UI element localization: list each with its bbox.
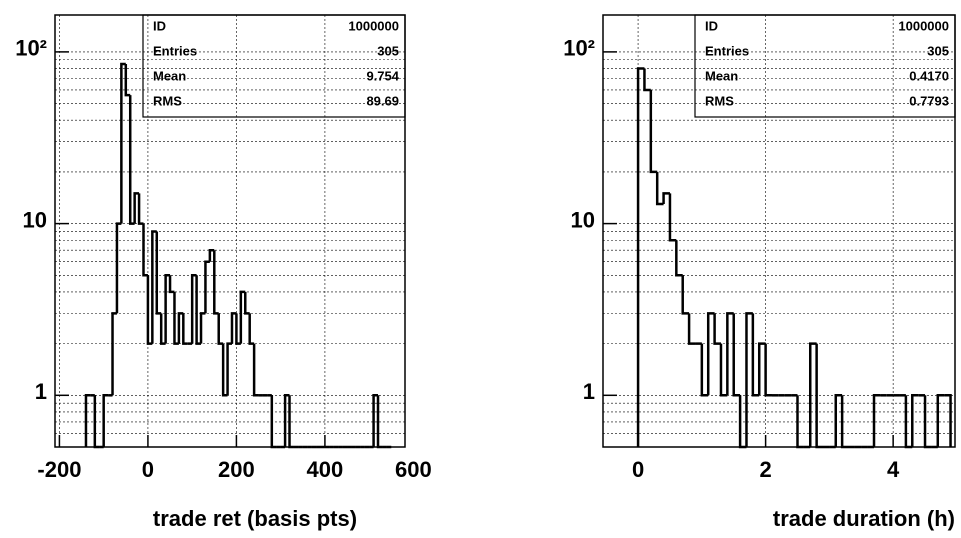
- y-tick-label: 10: [23, 207, 47, 232]
- histogram-bin: [230, 312, 237, 344]
- histogram-bin: [84, 394, 91, 447]
- y-tick-label: 10²: [15, 36, 47, 61]
- x-tick-label: 0: [142, 457, 154, 482]
- y-tick-label: 1: [583, 379, 595, 404]
- histogram-bin: [182, 313, 188, 345]
- stat-label: ID: [153, 18, 166, 33]
- histogram-bin: [936, 394, 945, 447]
- histogram-bin: [764, 343, 772, 397]
- histogram-bin: [146, 275, 153, 345]
- x-axis-title: trade duration (h): [773, 506, 955, 531]
- stat-value: 305: [927, 43, 949, 58]
- histogram-bin: [911, 394, 919, 447]
- stat-label: RMS: [705, 93, 734, 108]
- histogram-bin: [155, 231, 162, 315]
- histogram-bin: [283, 394, 290, 447]
- x-tick-label: 600: [395, 457, 432, 482]
- stat-label: Mean: [705, 68, 738, 83]
- histogram-bin: [713, 313, 721, 345]
- histogram-bin: [190, 274, 197, 344]
- histogram-bin: [168, 275, 175, 294]
- histogram-bin: [199, 312, 206, 344]
- stats-box: [142, 14, 406, 118]
- histogram-bin: [239, 290, 246, 344]
- histogram-bin: [944, 394, 952, 447]
- stat-value: 0.4170: [909, 68, 949, 83]
- x-tick-label: 0: [632, 457, 644, 482]
- histogram-bin: [726, 312, 734, 396]
- histogram-bin: [173, 291, 179, 345]
- histogram-bin: [159, 313, 166, 345]
- histogram-bin: [120, 62, 126, 224]
- histogram-bin: [751, 313, 760, 397]
- histogram-bin: [706, 312, 715, 396]
- histogram-bin: [133, 192, 140, 224]
- y-tick-label: 1: [35, 379, 47, 404]
- histogram-bin: [687, 313, 696, 345]
- histogram-bin: [164, 274, 171, 344]
- histogram-bin: [675, 240, 683, 277]
- x-tick-label: -200: [37, 457, 81, 482]
- histogram-bin: [700, 343, 709, 397]
- x-tick-label: 400: [307, 457, 344, 482]
- stat-value: 305: [377, 43, 399, 58]
- histogram-bin: [732, 313, 741, 397]
- stat-value: 89.69: [366, 93, 399, 108]
- histogram-bin: [217, 313, 224, 345]
- histogram-bin: [372, 394, 379, 447]
- histogram-bin: [244, 291, 250, 315]
- stat-label: RMS: [153, 93, 182, 108]
- stat-value: 1000000: [348, 18, 399, 33]
- x-tick-label: 4: [887, 457, 900, 482]
- histogram-bin: [248, 313, 255, 345]
- y-tick-label: 10²: [563, 36, 595, 61]
- histogram-bin: [137, 193, 144, 225]
- x-tick-label: 2: [759, 457, 771, 482]
- histogram-bin: [681, 275, 690, 315]
- histogram-bin: [662, 192, 670, 205]
- stat-value: 0.7793: [909, 93, 949, 108]
- y-tick-label: 10: [571, 207, 595, 232]
- x-tick-label: 200: [218, 457, 255, 482]
- stat-label: Entries: [153, 43, 197, 58]
- histogram-bin: [636, 67, 645, 447]
- histogram-bin: [208, 248, 215, 262]
- frame: [54, 14, 406, 448]
- stat-value: 9.754: [366, 68, 399, 83]
- histogram-bin: [226, 342, 232, 396]
- histogram-bin: [128, 95, 135, 225]
- stat-label: ID: [705, 18, 718, 33]
- histogram-bin: [655, 171, 664, 206]
- histogram-bin: [872, 394, 881, 447]
- histogram-bin: [719, 343, 728, 397]
- histogram-bin: [204, 260, 210, 314]
- histogram-bin: [834, 394, 843, 447]
- stat-label: Mean: [153, 68, 186, 83]
- histogram-bin: [177, 312, 184, 344]
- histogram-bin: [195, 275, 202, 345]
- histogram-bin: [124, 64, 131, 97]
- histogram-bin: [668, 193, 677, 242]
- stats-box: [694, 14, 956, 118]
- histogram-bin: [111, 312, 117, 396]
- histogram-bin: [213, 250, 219, 315]
- histogram-bin: [221, 343, 228, 397]
- histogram-bin: [115, 222, 122, 314]
- histogram-bin: [151, 230, 157, 344]
- histogram-bin: [808, 342, 817, 447]
- histogram-bin: [643, 68, 651, 92]
- stat-label: Entries: [705, 43, 749, 58]
- histogram-bin: [102, 394, 109, 447]
- histogram-bin: [142, 223, 148, 277]
- histogram-bin: [252, 343, 259, 397]
- histogram-bin: [757, 342, 766, 396]
- histogram-bin: [235, 313, 241, 345]
- stat-value: 1000000: [898, 18, 949, 33]
- histogram-bin: [745, 312, 753, 447]
- frame: [602, 14, 956, 448]
- histogram-bin: [93, 395, 100, 449]
- histogram-bin: [649, 89, 658, 174]
- x-axis-title: trade ret (basis pts): [153, 506, 357, 531]
